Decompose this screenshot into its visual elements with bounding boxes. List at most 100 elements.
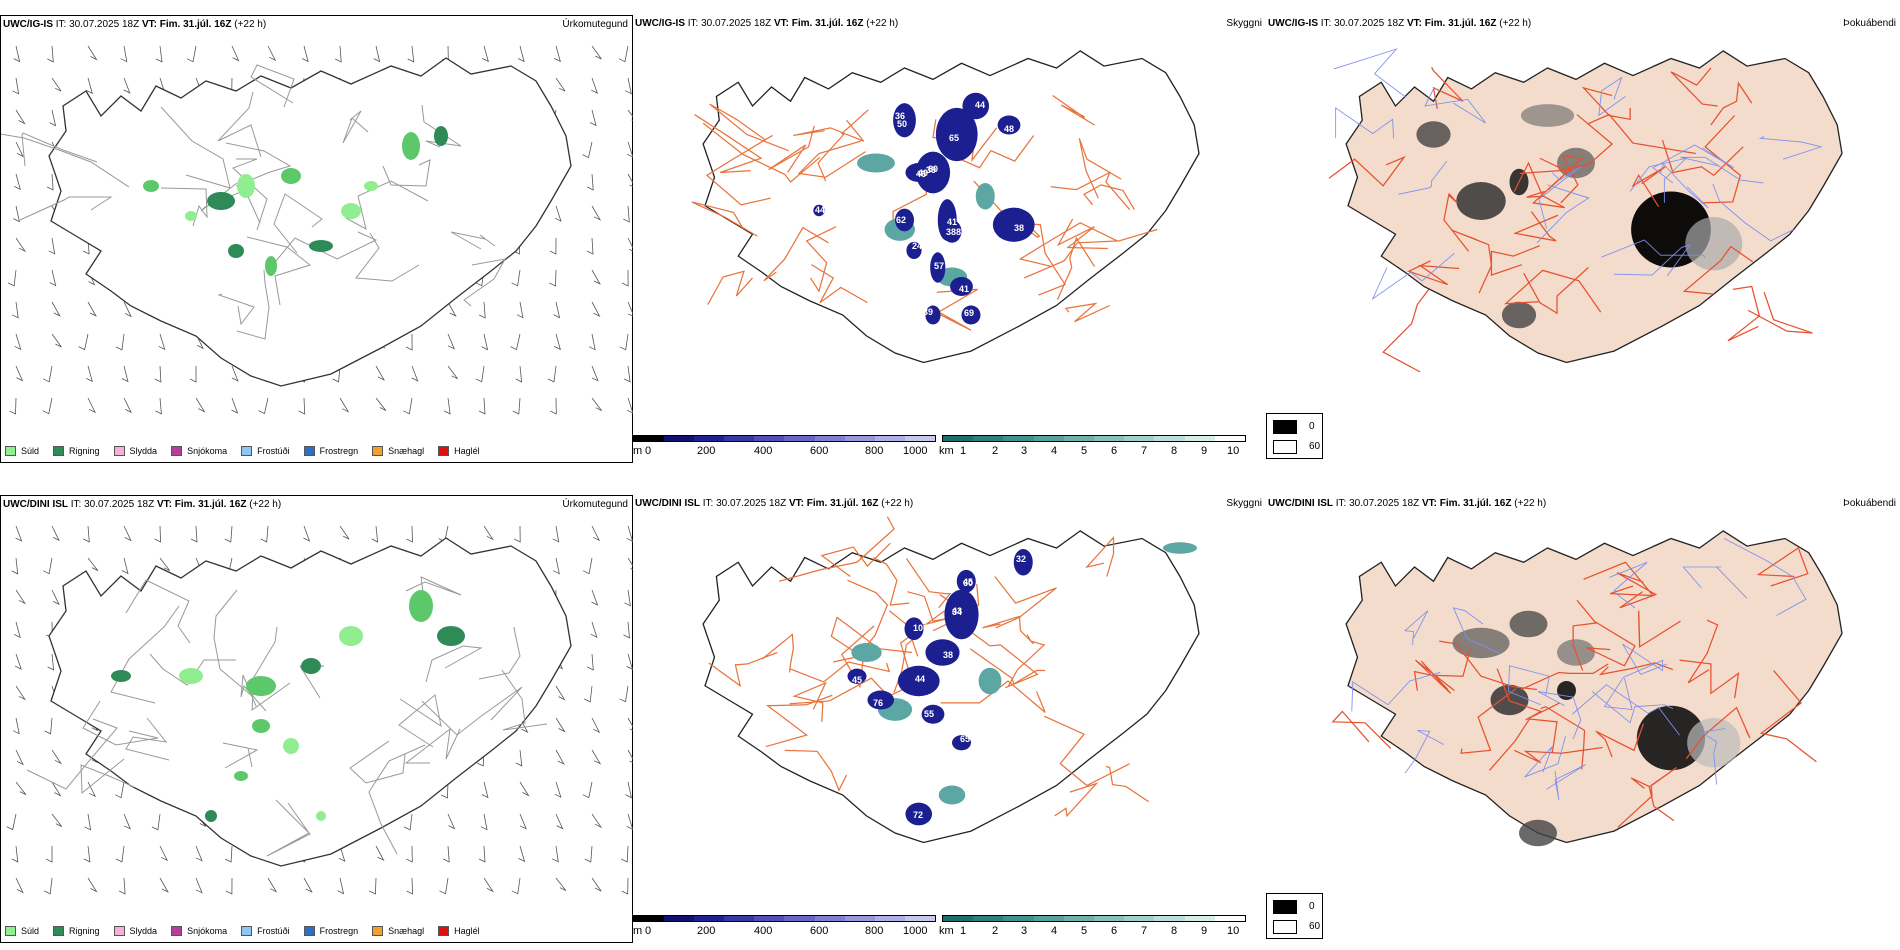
legend-item: Súld (5, 926, 39, 936)
cloud-base-label: 65 (949, 133, 959, 143)
cloud-base-area (952, 735, 971, 751)
cloud-base-label: 57 (934, 261, 944, 271)
unit-label: m (633, 925, 643, 937)
precip-area (143, 180, 159, 192)
tick-label: 6 (1111, 925, 1118, 937)
cloud-base-label: 36 (895, 111, 905, 121)
precip-area (281, 168, 301, 184)
legend-swatch (438, 446, 450, 456)
legend-label: Frostregn (319, 926, 359, 936)
unit-label: km (939, 925, 954, 937)
legend-swatch (372, 926, 384, 936)
cloud-base-area (956, 569, 976, 593)
tick-label: 200 (697, 925, 716, 937)
legend-item: Frostregn (303, 926, 359, 936)
fog-legend-bottom: 60 (1309, 921, 1321, 932)
tick-label: 9 (1201, 925, 1208, 937)
legend-swatch (5, 446, 16, 456)
legend-swatch (171, 446, 183, 456)
cloud-base-label: 101 (913, 623, 928, 633)
precip-area (246, 676, 276, 696)
cloud-base-label: 249 (912, 241, 927, 251)
tick-label: 400 (754, 445, 773, 457)
panel-header: UWC/DINI ISL IT: 30.07.2025 18Z VT: Fim.… (1268, 498, 1547, 509)
fog-map-1 (1266, 33, 1900, 453)
ceiling-colorbar: m 0 200 400 600 800 1000 (633, 915, 936, 945)
visibility-area (975, 182, 995, 210)
iceland-outline (26, 537, 572, 867)
fog-area (1687, 718, 1741, 768)
fog-legend-bottom: 60 (1309, 441, 1321, 452)
fog-legend: 0 60 (1266, 893, 1323, 939)
cloud-base-area (1013, 548, 1033, 576)
visibility-area (857, 153, 895, 173)
fog-area (1456, 182, 1506, 221)
legend-label: Snjókoma (187, 926, 228, 936)
cloud-base-label: 44 (815, 205, 825, 215)
precip-area (179, 668, 203, 684)
fog-panel-1: UWC/IG-IS IT: 30.07.2025 18Z VT: Fim. 31… (1266, 15, 1900, 465)
fog-area (1416, 121, 1451, 148)
fog-map-2 (1266, 513, 1900, 933)
cloud-panel-1: 36 46 39 41 57 65 44 48 62 249 388 39 41 69 38 44 50 49 60… (633, 15, 1266, 465)
legend-swatch (372, 446, 384, 456)
precip-area (364, 181, 378, 191)
cloud-base-label: 43 (952, 606, 962, 616)
precip-area (301, 658, 321, 674)
cloud-base-area (992, 207, 1035, 242)
legend-label: Frostúði (257, 446, 290, 456)
cloud-base-area (893, 103, 916, 138)
cloud-base-label: 44 (975, 100, 985, 110)
cloud-base-label: 34 (952, 607, 962, 617)
cloud-base-label: 41 (947, 217, 957, 227)
cloud-map-2: 43 45 32 38 44 76 101 45 55 65 72 34 60 (702, 516, 1200, 844)
precip-panel-2: UWC/DINI ISL IT: 30.07.2025 18Z VT: Fim.… (0, 495, 634, 943)
cloud-base-area (925, 305, 941, 325)
legend-label: Rigning (69, 446, 100, 456)
precip-legend: Súld Rigning Slydda Snjókoma Frostúði Frostre… (5, 926, 480, 936)
legend-item: Frostúði (241, 926, 290, 936)
fog-legend-top: 0 (1309, 901, 1315, 912)
cloud-base-label: 48 (1004, 124, 1014, 134)
iceland-outline (691, 50, 1200, 364)
cloud-base-area (813, 204, 825, 217)
legend-swatch (303, 926, 315, 936)
precip-area (402, 132, 420, 160)
precip-area (111, 670, 131, 682)
cloud-base-area (925, 639, 960, 666)
cloud-base-area (867, 690, 895, 710)
cloud-base-area (921, 704, 945, 724)
legend-swatch (53, 446, 65, 456)
cloud-base-label: 39 (923, 307, 933, 317)
tick-label: 0 (645, 925, 652, 937)
cloud-base-label: 72 (913, 810, 923, 820)
cloud-base-label: 65 (960, 734, 970, 744)
legend-item: Haglél (438, 446, 480, 456)
legend-label: Frostúði (257, 926, 290, 936)
cloud-base-label: 45 (852, 675, 862, 685)
legend-label: Snæhagl (388, 446, 425, 456)
legend-label: Haglél (454, 446, 480, 456)
iceland-outline (1, 57, 572, 387)
visibility-area (938, 785, 966, 805)
precip-area (234, 771, 248, 781)
cloud-base-label: 388 (946, 227, 961, 237)
tick-label: 800 (865, 925, 884, 937)
tick-label: 1000 (903, 445, 928, 457)
visibility-area (851, 643, 882, 662)
product-title: Þokuábendi (1843, 498, 1896, 509)
tick-label: 2 (992, 445, 999, 457)
tick-label: 0 (645, 445, 652, 457)
cloud-base-area (906, 241, 922, 259)
cloud-base-area (904, 617, 924, 641)
cloud-base-label: 69 (964, 308, 974, 318)
legend-swatch (53, 926, 65, 936)
tick-label: 1 (960, 445, 967, 457)
legend-item: Slydda (113, 926, 157, 936)
tick-label: 8 (1171, 445, 1178, 457)
legend-item: Rigning (53, 926, 100, 936)
precip-map-1 (1, 45, 634, 415)
cloud-base-area (897, 665, 940, 697)
product-title: Þokuábendi (1843, 18, 1896, 29)
tick-label: 7 (1141, 445, 1148, 457)
